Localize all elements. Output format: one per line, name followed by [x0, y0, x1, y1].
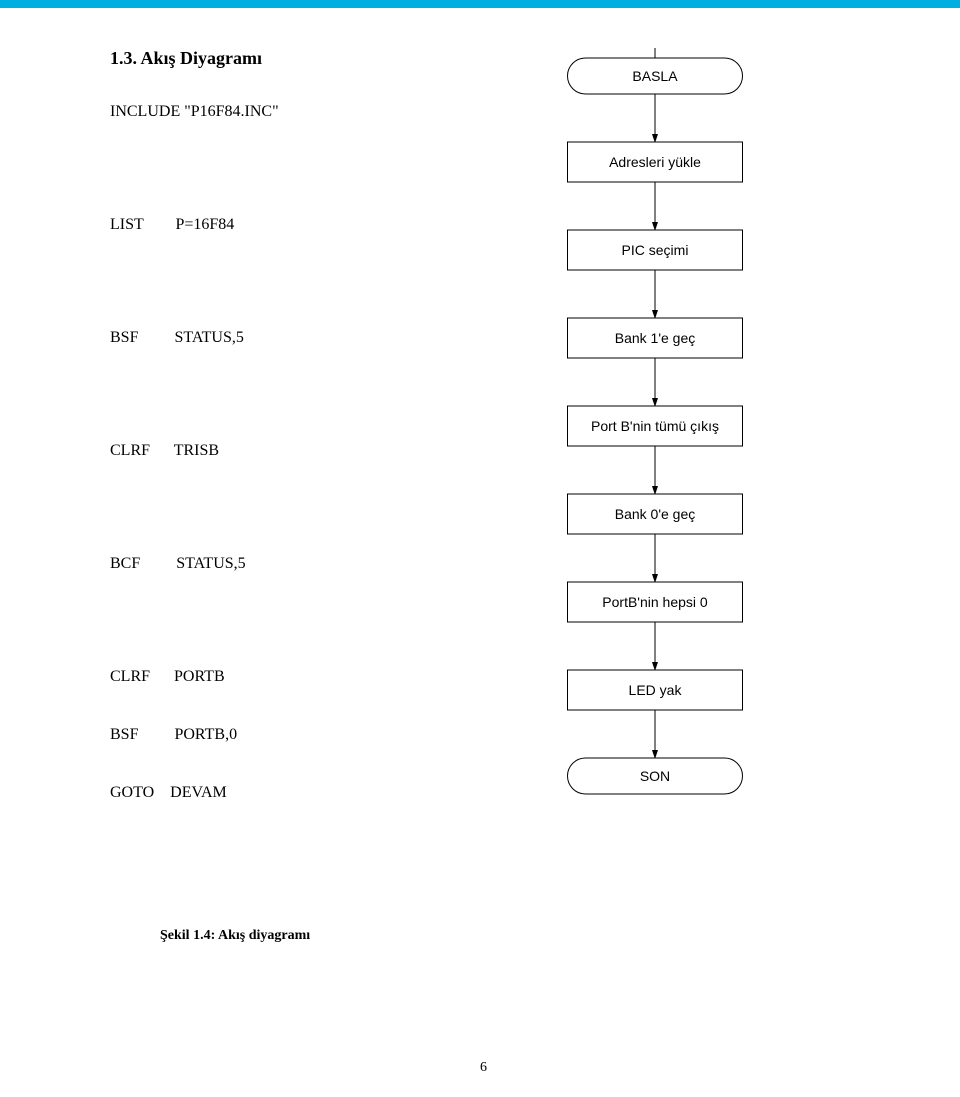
code-line-include: INCLUDE "P16F84.INC" [110, 103, 279, 121]
code-line-clrf-portb: CLRF PORTB [110, 668, 279, 686]
svg-text:Adresleri yükle: Adresleri yükle [609, 154, 701, 170]
svg-text:LED yak: LED yak [629, 682, 683, 698]
code-line-bcf-status: BCF STATUS,5 [110, 555, 279, 573]
svg-text:PortB'nin hepsi 0: PortB'nin hepsi 0 [602, 594, 708, 610]
svg-text:SON: SON [640, 768, 670, 784]
code-line-bsf-status: BSF STATUS,5 [110, 329, 279, 347]
code-line-bsf-portb: BSF PORTB,0 [110, 726, 279, 744]
svg-text:Port B'nin tümü çıkış: Port B'nin tümü çıkış [591, 418, 719, 434]
code-line-clrf-trisb: CLRF TRISB [110, 442, 279, 460]
flowchart-svg: BASLA Adresleri yükle PIC seçimi Bank 1'e g… [490, 48, 820, 804]
svg-text:Bank 1'e geç: Bank 1'e geç [615, 330, 696, 346]
svg-text:Bank 0'e geç: Bank 0'e geç [615, 506, 696, 522]
code-line-goto: GOTO DEVAM [110, 784, 279, 802]
svg-text:PIC seçimi: PIC seçimi [622, 242, 689, 258]
page-number: 6 [480, 1060, 487, 1076]
svg-text:BASLA: BASLA [632, 68, 678, 84]
code-column: INCLUDE "P16F84.INC" LIST P=16F84 BSF ST… [110, 48, 279, 802]
code-line-list: LIST P=16F84 [110, 216, 279, 234]
figure-caption: Şekil 1.4: Akış diyagramı [160, 928, 310, 944]
page-content: 1.3. Akış Diyagramı INCLUDE "P16F84.INC"… [0, 8, 960, 139]
flowchart-column: BASLA Adresleri yükle PIC seçimi Bank 1'e g… [490, 48, 820, 809]
top-accent-bar [0, 0, 960, 8]
